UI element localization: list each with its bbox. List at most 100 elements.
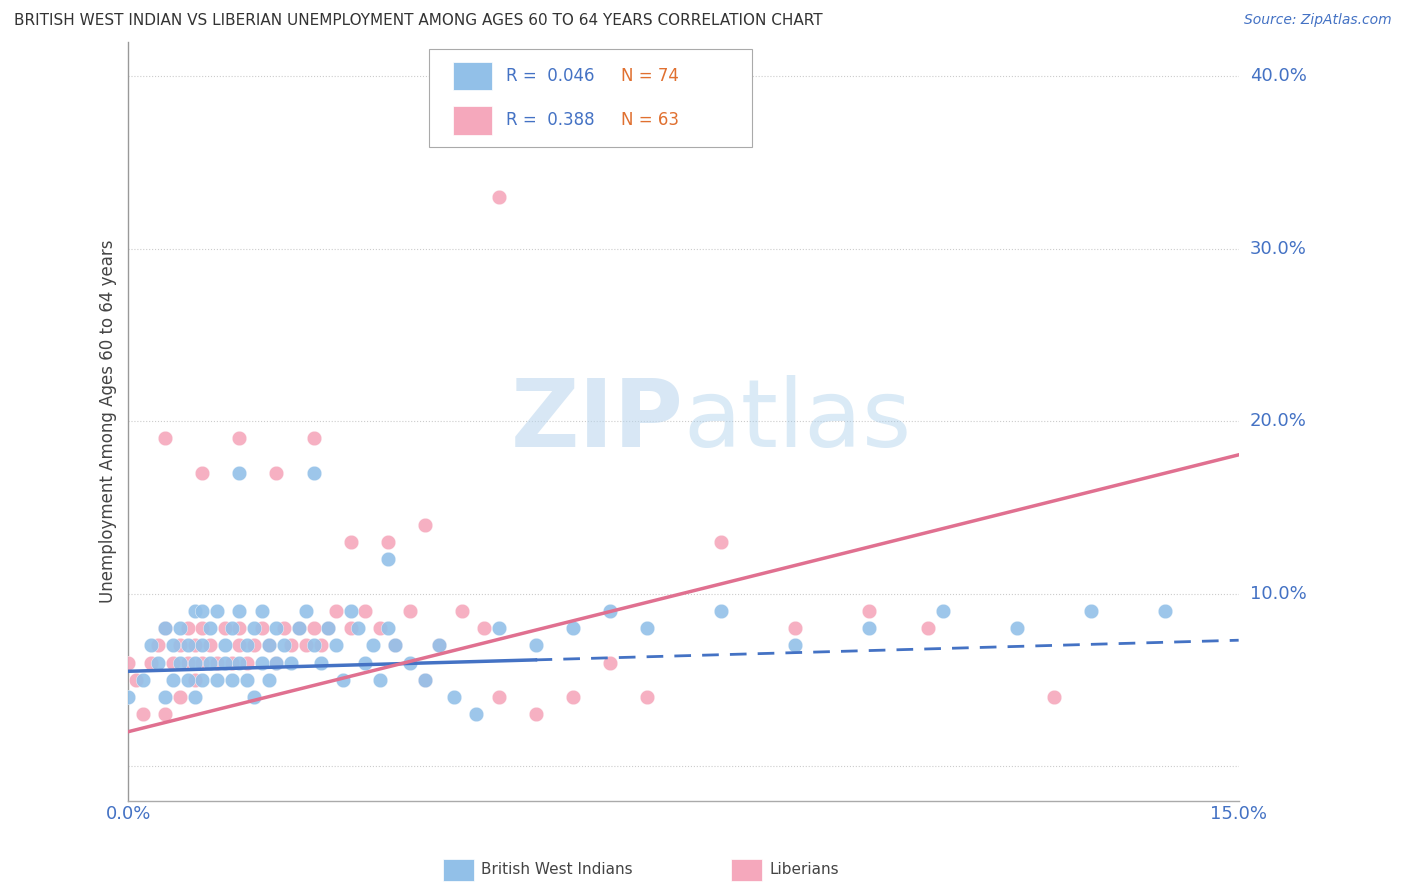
Text: N = 63: N = 63 <box>621 112 679 129</box>
Text: R =  0.046: R = 0.046 <box>506 67 595 85</box>
Text: atlas: atlas <box>683 376 912 467</box>
Point <box>176 656 198 670</box>
Point <box>266 656 288 670</box>
Point <box>332 673 354 687</box>
Point <box>488 621 510 635</box>
Point <box>1042 690 1064 705</box>
Point <box>273 639 295 653</box>
Point <box>599 656 621 670</box>
Point <box>191 656 214 670</box>
Point <box>207 656 229 670</box>
Point <box>250 656 273 670</box>
Text: British West Indians: British West Indians <box>481 863 633 877</box>
Point <box>413 673 436 687</box>
Point <box>561 690 583 705</box>
Point <box>162 656 184 670</box>
Point <box>221 621 243 635</box>
Point <box>287 621 309 635</box>
Point <box>184 604 207 618</box>
Point <box>214 656 236 670</box>
Point <box>117 690 139 705</box>
Point <box>858 604 880 618</box>
Point <box>191 466 214 480</box>
Point <box>354 656 377 670</box>
Point <box>228 432 250 446</box>
Point <box>361 639 384 653</box>
Point <box>228 639 250 653</box>
Point <box>198 656 221 670</box>
Point <box>228 656 250 670</box>
Point <box>184 639 207 653</box>
Point <box>132 673 155 687</box>
Point <box>488 190 510 204</box>
Point <box>266 656 288 670</box>
Point <box>228 466 250 480</box>
Point <box>325 604 347 618</box>
Point <box>561 621 583 635</box>
Point <box>273 621 295 635</box>
Y-axis label: Unemployment Among Ages 60 to 64 years: Unemployment Among Ages 60 to 64 years <box>100 239 117 603</box>
Point <box>198 621 221 635</box>
Point <box>155 690 177 705</box>
Point <box>169 639 191 653</box>
Point <box>443 690 465 705</box>
Point <box>450 604 472 618</box>
Point <box>309 639 332 653</box>
Text: Liberians: Liberians <box>769 863 839 877</box>
Point <box>783 621 806 635</box>
Point <box>155 621 177 635</box>
Point <box>1005 621 1028 635</box>
Point <box>302 432 325 446</box>
Point <box>599 604 621 618</box>
Text: ZIP: ZIP <box>510 376 683 467</box>
Point <box>280 656 302 670</box>
Point <box>176 673 198 687</box>
Point <box>398 656 420 670</box>
Point <box>309 656 332 670</box>
Point <box>169 621 191 635</box>
Point <box>257 639 280 653</box>
Point <box>184 673 207 687</box>
Point <box>384 639 406 653</box>
Text: Source: ZipAtlas.com: Source: ZipAtlas.com <box>1244 13 1392 28</box>
Point <box>176 621 198 635</box>
Point <box>858 621 880 635</box>
Point <box>377 535 399 549</box>
Point <box>398 604 420 618</box>
Point <box>917 621 939 635</box>
Point <box>139 656 162 670</box>
Point <box>413 517 436 532</box>
Point <box>139 639 162 653</box>
Point <box>155 621 177 635</box>
Point <box>783 639 806 653</box>
Point <box>236 673 259 687</box>
Point <box>709 604 731 618</box>
Point <box>221 673 243 687</box>
Point <box>236 656 259 670</box>
Point <box>236 639 259 653</box>
Point <box>354 604 377 618</box>
Point <box>191 639 214 653</box>
Point <box>1080 604 1102 618</box>
Point <box>198 639 221 653</box>
Point <box>427 639 450 653</box>
Text: 10.0%: 10.0% <box>1250 584 1306 603</box>
Point <box>465 707 488 722</box>
Point <box>280 639 302 653</box>
Point <box>318 621 340 635</box>
Point <box>132 707 155 722</box>
Text: R =  0.388: R = 0.388 <box>506 112 595 129</box>
Point <box>214 621 236 635</box>
Point <box>368 673 391 687</box>
Point <box>302 621 325 635</box>
Point <box>302 639 325 653</box>
Point <box>243 690 266 705</box>
Point <box>325 639 347 653</box>
Point <box>266 621 288 635</box>
Point <box>377 621 399 635</box>
Point <box>155 432 177 446</box>
Point <box>184 690 207 705</box>
Point <box>155 707 177 722</box>
Point <box>257 639 280 653</box>
Point <box>191 621 214 635</box>
